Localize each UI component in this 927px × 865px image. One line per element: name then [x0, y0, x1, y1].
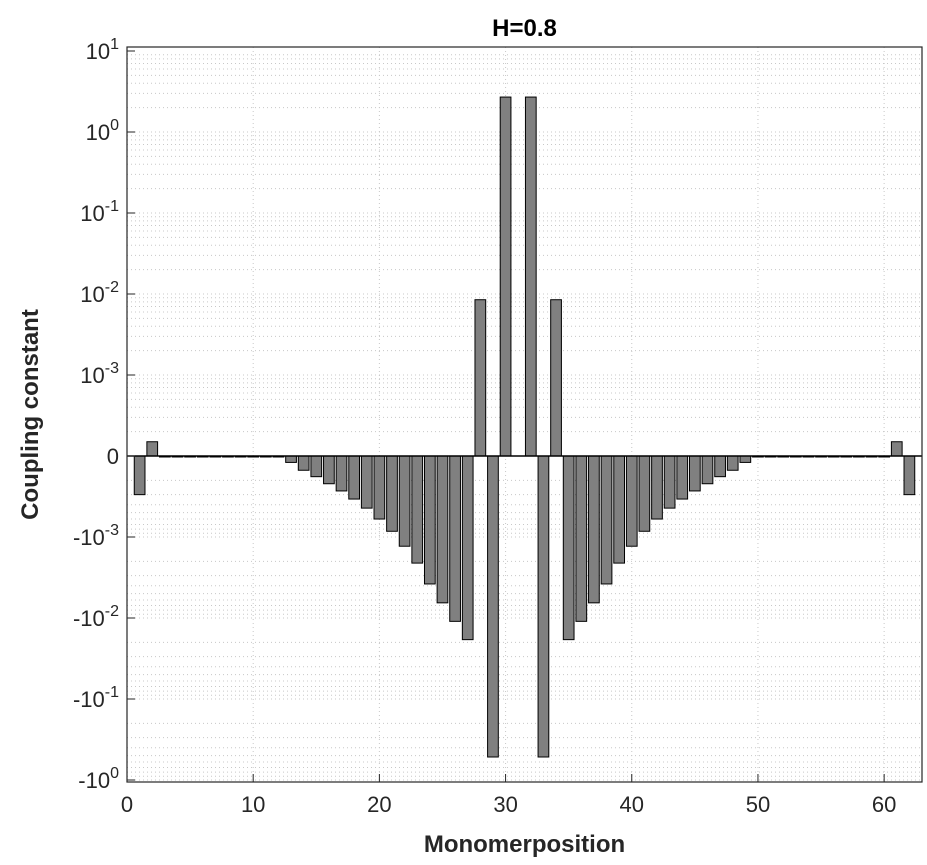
chart-title: H=0.8 — [492, 15, 557, 42]
bar — [537, 455, 550, 758]
bar — [487, 455, 499, 758]
x-axis-ticks: 0 10 20 30 40 50 60 — [121, 774, 896, 817]
bar — [676, 455, 689, 500]
bar — [297, 455, 310, 471]
bar — [436, 455, 449, 604]
bar — [285, 455, 297, 463]
bar — [474, 299, 487, 457]
bar — [903, 455, 916, 496]
grid-lines — [126, 47, 922, 782]
bar — [726, 455, 739, 471]
bar — [348, 455, 361, 500]
bar — [360, 455, 373, 509]
bar — [335, 455, 348, 492]
bar — [651, 455, 663, 520]
bar — [499, 96, 512, 457]
y-tick-label: -10-3 — [73, 522, 119, 550]
bar — [133, 455, 146, 496]
y-tick-label: 0 — [107, 444, 119, 469]
x-tick-label: 10 — [241, 792, 265, 817]
y-axis-ticks: 101 100 10-1 10-2 10-3 0 -10-3 -10-2 -10-1 -100 — [73, 36, 135, 793]
bar — [398, 455, 411, 547]
bar — [310, 455, 323, 478]
bar — [461, 455, 474, 641]
y-tick-label: 100 — [86, 117, 119, 145]
bar — [386, 455, 398, 532]
bar — [524, 96, 537, 457]
y-tick-label: 10-3 — [80, 360, 119, 388]
bar — [562, 455, 575, 641]
bar — [739, 455, 752, 463]
x-tick-label: 0 — [121, 792, 133, 817]
bar — [146, 441, 159, 457]
bar — [688, 455, 701, 492]
x-axis-label: Monomerposition — [424, 831, 625, 858]
bar — [323, 455, 335, 485]
bar — [449, 455, 461, 622]
bar — [373, 455, 386, 520]
y-tick-label: 10-1 — [80, 198, 119, 226]
bar — [890, 441, 903, 457]
bar — [625, 455, 638, 547]
y-tick-label: -10-2 — [73, 603, 119, 631]
bar — [701, 455, 714, 485]
bar — [411, 455, 424, 564]
bar — [600, 455, 613, 585]
bar — [550, 299, 562, 457]
y-tick-label: -100 — [78, 765, 119, 793]
x-tick-label: 60 — [872, 792, 896, 817]
y-tick-label: 10-2 — [80, 279, 119, 307]
bar — [638, 455, 651, 532]
x-tick-label: 30 — [493, 792, 517, 817]
y-tick-label: 101 — [86, 36, 119, 64]
bar-series — [133, 96, 916, 758]
x-tick-label: 50 — [746, 792, 770, 817]
bar — [588, 455, 600, 604]
bar — [663, 455, 676, 509]
x-tick-label: 40 — [620, 792, 644, 817]
x-tick-label: 20 — [367, 792, 391, 817]
bar — [575, 455, 588, 622]
bar — [714, 455, 726, 478]
bar — [423, 455, 436, 585]
y-axis-label: Coupling constant — [17, 309, 44, 520]
axes-box — [126, 46, 923, 783]
y-tick-label: -10-1 — [73, 684, 119, 712]
bar — [613, 455, 626, 564]
